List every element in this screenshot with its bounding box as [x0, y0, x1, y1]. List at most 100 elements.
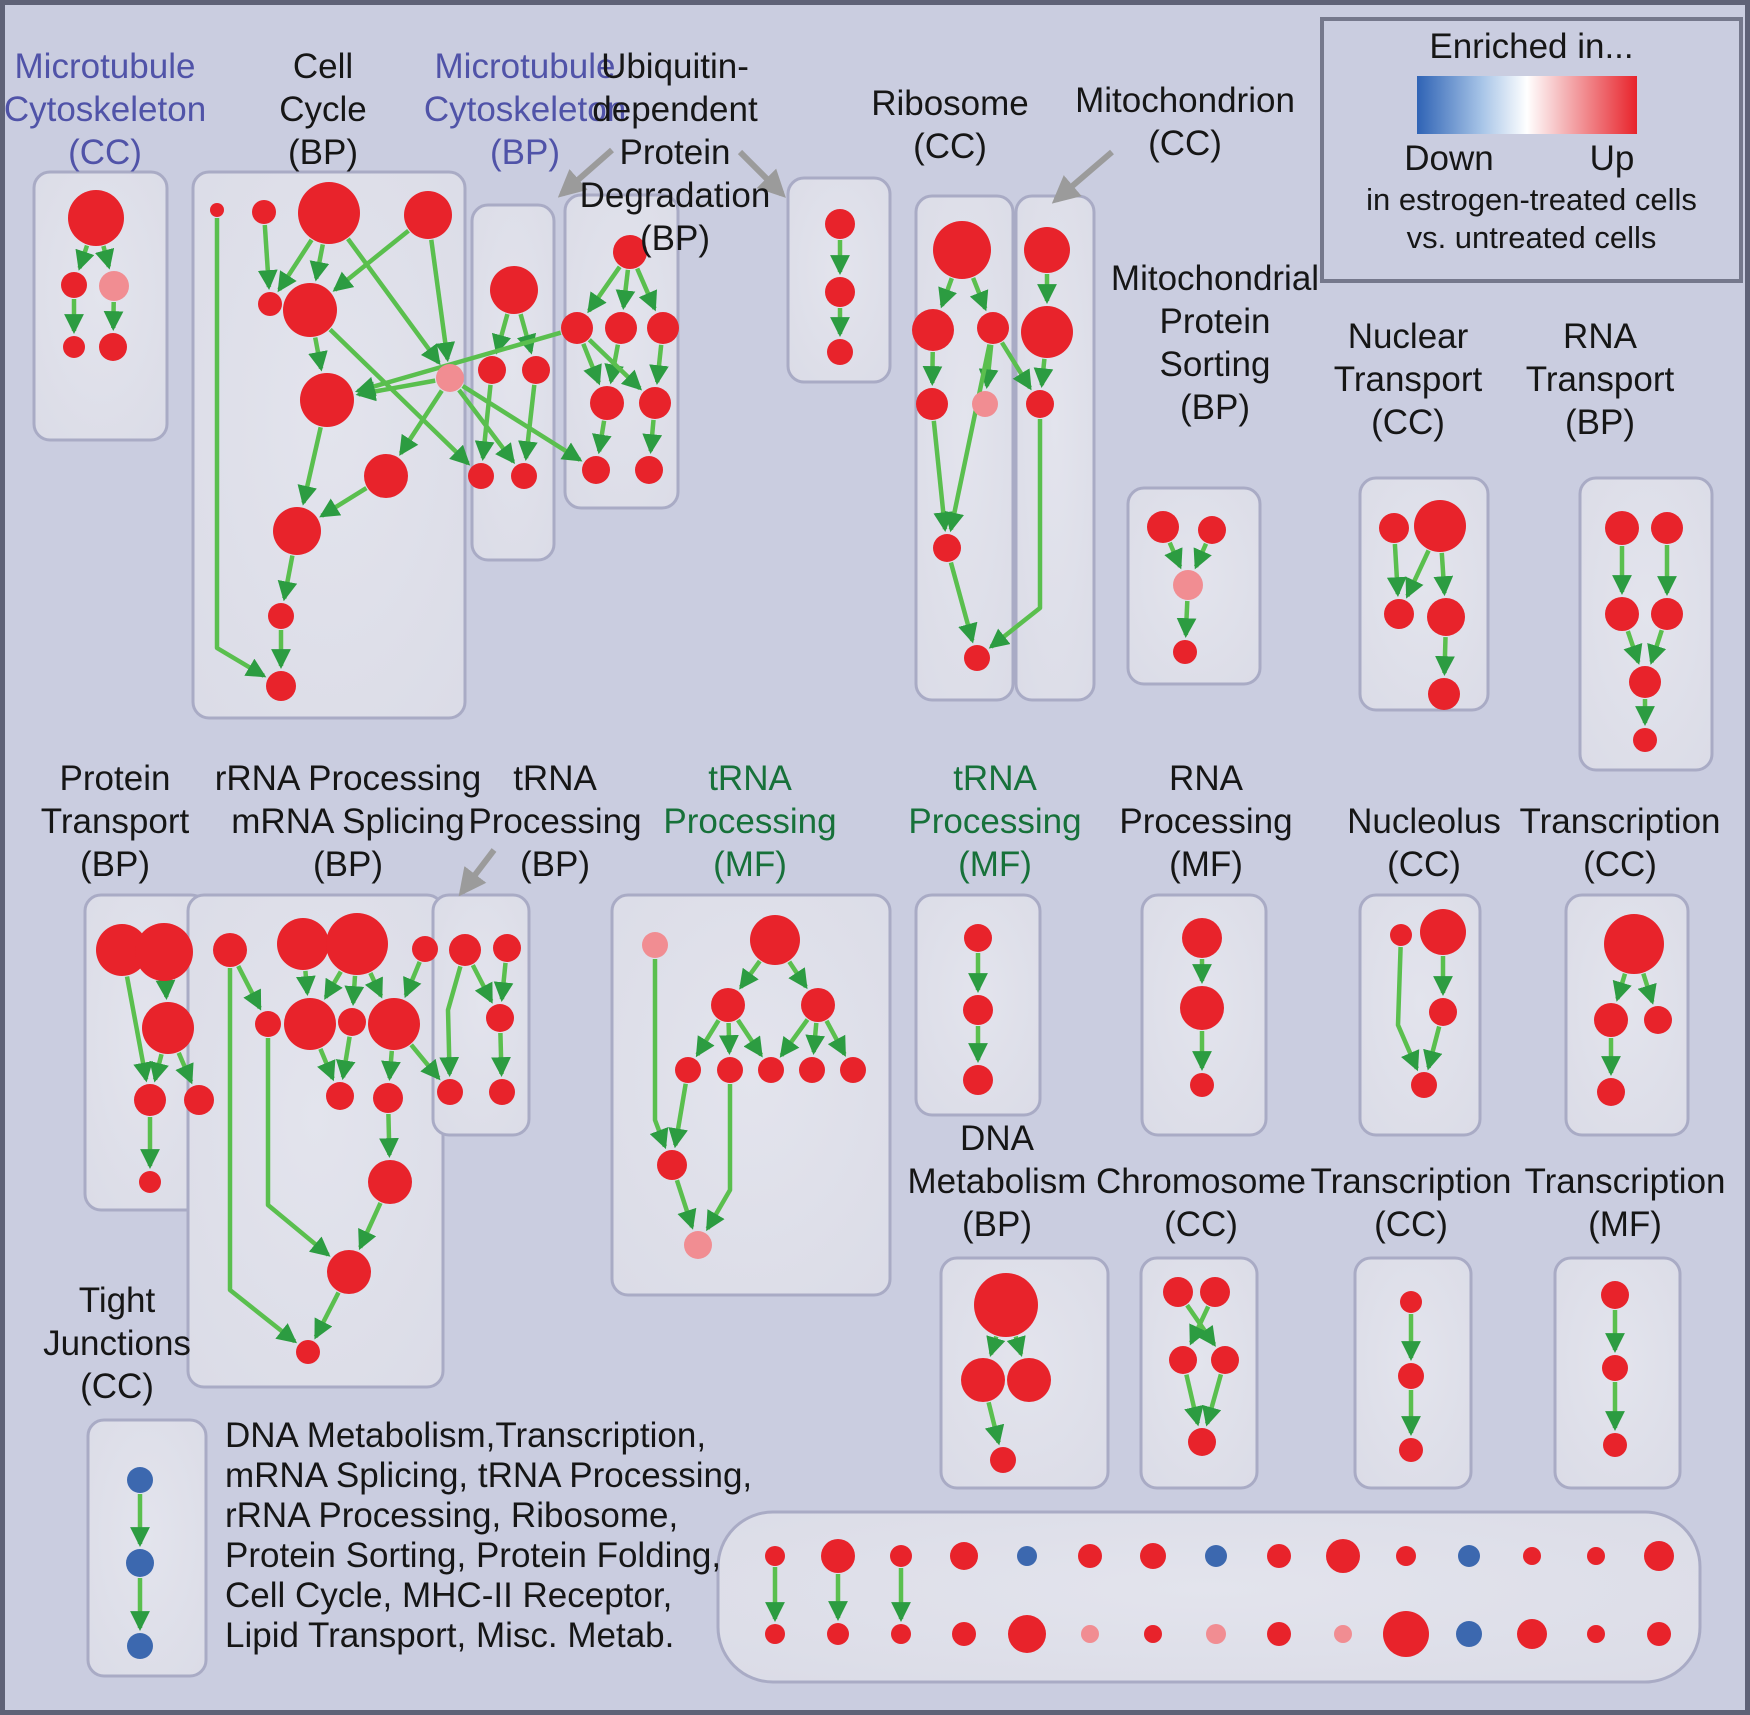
edge-ubiquitin_a-7 [592, 420, 612, 455]
edge-nucleolus-2 [1395, 946, 1420, 1072]
go-term-node-trna_mf_2-0 [964, 924, 992, 952]
go-term-node-ribosome-3 [916, 388, 948, 420]
group-label-transcription_mf-line0: Transcription [1525, 1162, 1726, 1201]
group-box-cell_cycle [191, 170, 467, 720]
edge-rrna_mrna-2 [323, 970, 343, 1000]
go-term-node-protein_transport-2 [142, 1002, 194, 1054]
group-label-microtubule_bp-line0: Microtubule [435, 47, 616, 86]
go-term-node-mito_sorting-1 [1198, 516, 1226, 544]
edge-dna_metabolism-1 [1006, 1335, 1026, 1358]
go-term-node-rna_processing_mf-2 [1190, 1073, 1214, 1097]
edge-ribosome-3 [978, 344, 999, 390]
legend-subtitle-1: in estrogen-treated cells [1366, 182, 1697, 217]
go-term-node-cell_cycle-7 [300, 373, 354, 427]
edge-ribosome-1 [969, 277, 989, 312]
edge-protein_transport-1 [155, 979, 176, 1000]
go-term-node-misc_cluster-1 [821, 1539, 855, 1573]
edge-protein_transport-2 [149, 1053, 169, 1083]
group-label-trna_bp-line1: Processing [468, 802, 641, 841]
group-label-cell_cycle-line2: (BP) [288, 133, 358, 172]
misc-cluster-caption-line1: mRNA Splicing, tRNA Processing, [225, 1456, 752, 1495]
edge-rrna_mrna-3 [344, 975, 365, 1006]
edge-rrna_mrna-10 [358, 1201, 383, 1251]
edge-ribosome-6 [948, 561, 978, 644]
edge-transcription_cc_top-1 [1637, 972, 1657, 1005]
go-term-node-cell_cycle-9 [273, 507, 321, 555]
go-term-node-rrna_mrna-0 [213, 933, 247, 967]
go-term-node-nucleolus-0 [1390, 924, 1412, 946]
go-term-node-transcription_cc_top-1 [1594, 1003, 1628, 1037]
go-term-node-trna_bp-2 [486, 1004, 514, 1032]
go-term-node-mitochondrion-0 [1024, 227, 1070, 273]
group-label-transcription_cc_top-line1: (CC) [1583, 845, 1657, 884]
go-term-node-ubiquitin_a-5 [639, 387, 671, 419]
edge-rrna_mrna-4 [364, 972, 384, 999]
go-term-node-dna_metabolism-2 [1007, 1358, 1051, 1402]
go-term-node-rna_transport-5 [1633, 728, 1657, 752]
go-term-node-mitochondrion-1 [1021, 306, 1073, 358]
go-term-node-transcription_cc_top-3 [1597, 1078, 1625, 1106]
group-label-rna_transport-line2: (BP) [1565, 403, 1635, 442]
edge-mito_sorting-1 [1193, 542, 1212, 570]
go-term-node-misc_cluster-2 [890, 1545, 912, 1567]
edge-rrna_mrna-1 [296, 970, 316, 997]
go-term-node-ubiquitin_a-4 [590, 386, 624, 420]
go-term-node-nuclear_transport-4 [1428, 678, 1460, 710]
group-label-nucleolus-line1: (CC) [1387, 845, 1461, 884]
go-term-node-misc_cluster-10 [1396, 1546, 1416, 1566]
edge-ubiquitin_a-1 [615, 269, 636, 311]
go-term-node-microtubule_bp-4 [511, 463, 537, 489]
group-box-microtubule_cc [32, 170, 169, 442]
group-label-chromosome-line1: (CC) [1164, 1205, 1238, 1244]
go-term-node-rna_transport-0 [1605, 511, 1639, 545]
edge-nucleolus-1 [1423, 1025, 1443, 1071]
go-term-node-microtubule_bp-3 [468, 463, 494, 489]
edge-trna_mf_1-9 [668, 1083, 688, 1149]
group-box-misc_cluster [716, 1510, 1702, 1684]
group-label-protein_transport-line0: Protein [60, 759, 171, 798]
layer-edges [64, 218, 1677, 1631]
group-box-ubiquitin_a [563, 193, 680, 510]
label-pointer-arrow-0 [557, 147, 614, 198]
edge-cell_cycle-6 [308, 337, 328, 372]
go-term-node-microtubule_bp-0 [490, 266, 538, 314]
go-term-node-misc_cluster-15 [765, 1624, 785, 1644]
edge-rrna_mrna-0 [236, 964, 262, 1011]
go-term-node-rrna_mrna-2 [326, 913, 388, 975]
go-term-node-nucleolus-1 [1420, 909, 1466, 955]
go-term-node-ubiquitin_a-2 [605, 312, 637, 344]
go-term-node-trna_mf_1-1 [750, 915, 800, 965]
group-label-microtubule_bp-line1: Cytoskeleton [424, 90, 626, 129]
edge-cell_cycle-0 [257, 224, 278, 290]
edge-trna_bp-2 [491, 1032, 511, 1077]
edge-microtubule_bp-3 [518, 384, 538, 462]
go-term-node-mito_sorting-0 [1147, 511, 1179, 543]
edge-mito_sorting-0 [1164, 541, 1183, 570]
go-term-node-trna_bp-0 [449, 934, 481, 966]
go-term-node-misc_cluster-27 [1517, 1619, 1547, 1649]
edge-rna_transport-3 [1647, 629, 1667, 665]
edge-ubiquitin_a-2 [635, 267, 658, 312]
group-label-rna_processing_mf-line0: RNA [1169, 759, 1244, 798]
legend-box [1320, 17, 1743, 283]
go-term-node-misc_cluster-3 [950, 1542, 978, 1570]
go-term-node-tight_junctions-1 [126, 1549, 154, 1577]
go-term-node-trna_mf_2-1 [963, 995, 993, 1025]
group-label-rna_processing_mf-line2: (MF) [1169, 845, 1243, 884]
group-box-nucleolus [1358, 893, 1482, 1137]
go-term-node-misc_cluster-0 [765, 1546, 785, 1566]
go-term-node-microtubule_cc-4 [99, 333, 127, 361]
label-pointer-arrow-1 [737, 149, 786, 198]
legend-title: Enriched in... [1429, 27, 1633, 66]
go-term-node-rna_transport-3 [1651, 598, 1683, 630]
cross-edge-2 [461, 384, 583, 462]
go-term-node-rna_transport-2 [1605, 597, 1639, 631]
layer-nodes [61, 182, 1683, 1659]
group-label-dna_metabolism-line2: (BP) [962, 1205, 1032, 1244]
misc-cluster-caption-line4: Cell Cycle, MHC-II Receptor, [225, 1576, 672, 1615]
go-term-node-rrna_mrna-4 [255, 1011, 281, 1037]
go-term-node-cell_cycle-4 [258, 292, 282, 316]
misc-cluster-caption-line3: Protein Sorting, Protein Folding, [225, 1536, 721, 1575]
go-term-node-rrna_mrna-3 [412, 936, 438, 962]
